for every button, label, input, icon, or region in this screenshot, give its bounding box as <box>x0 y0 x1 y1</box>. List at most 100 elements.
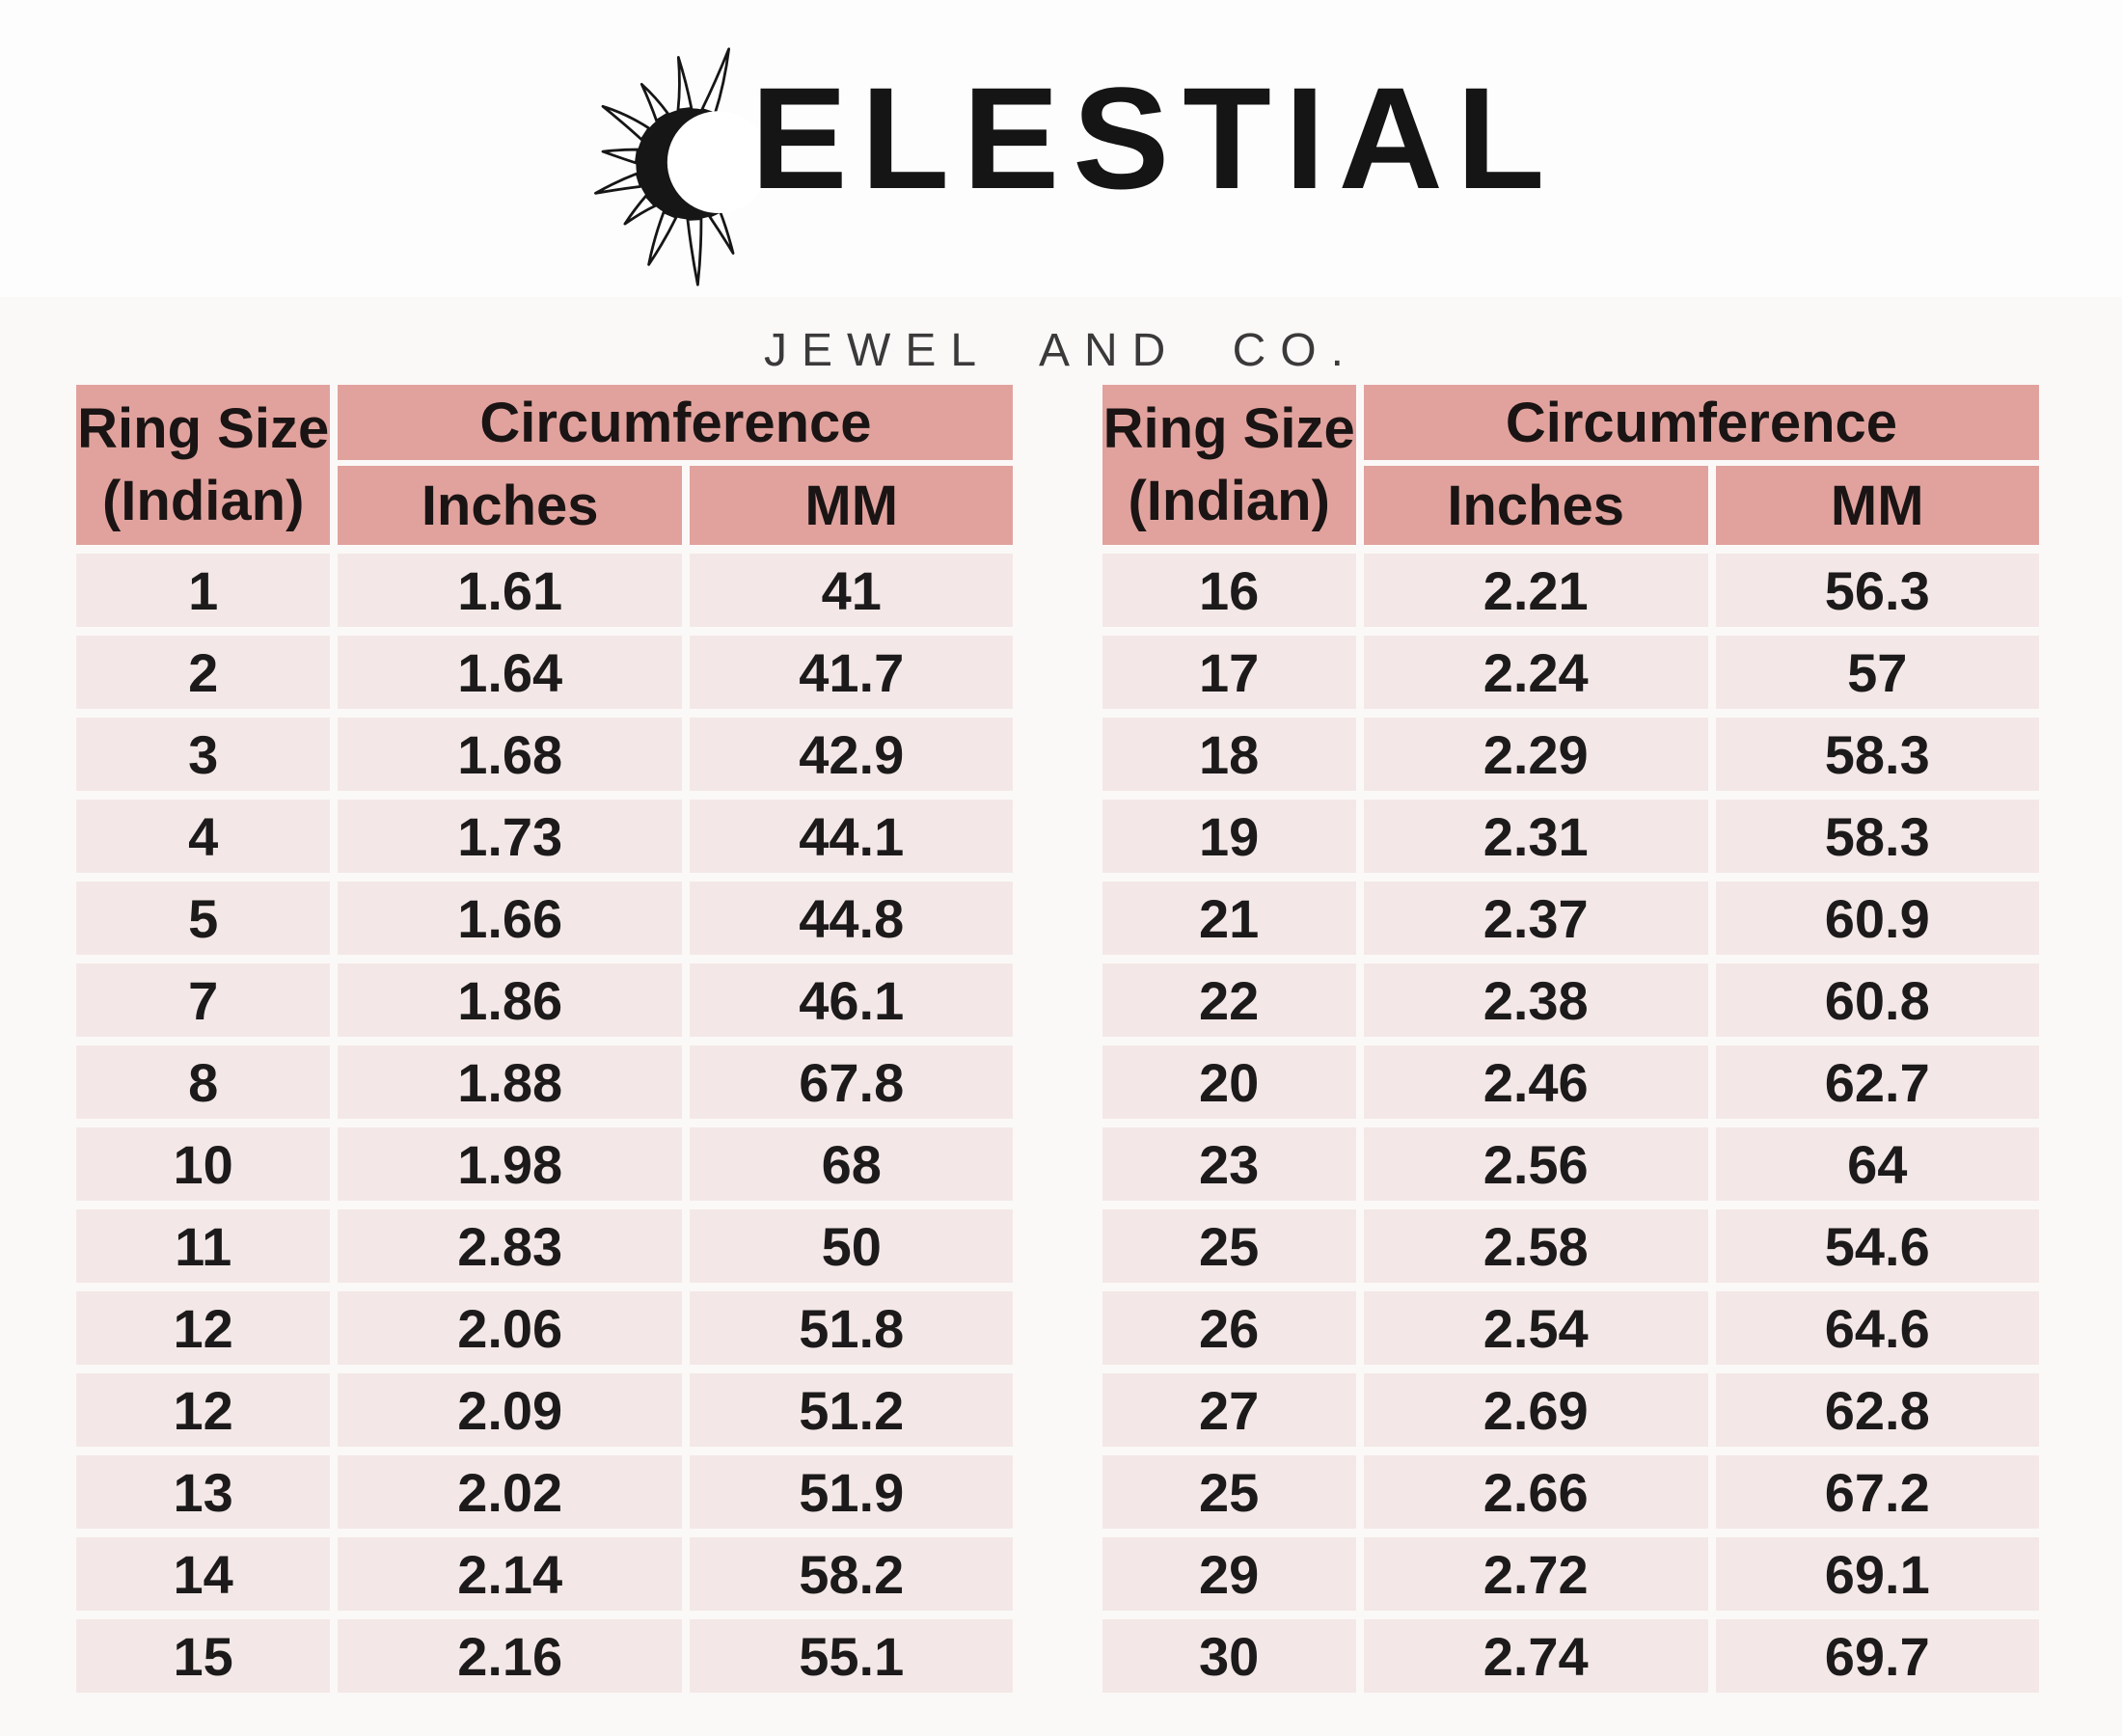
mm-cell: 56.3 <box>1715 554 2039 627</box>
inches-cell: 2.14 <box>338 1537 683 1611</box>
mm-cell: 64.6 <box>1715 1291 2039 1365</box>
mm-cell: 64 <box>1715 1127 2039 1201</box>
table-row: 14 2.14 58.2 <box>76 1537 1014 1611</box>
ring-size-cell: 5 <box>76 882 331 955</box>
ring-size-table-left: Ring Size (Indian) Circumference Inches … <box>76 385 1014 1701</box>
brand-tagline: JEWEL AND CO. <box>764 325 1358 376</box>
ring-size-cell: 23 <box>1102 1127 1356 1201</box>
table-row: 10 1.98 68 <box>76 1127 1014 1201</box>
ring-size-cell: 2 <box>76 636 331 709</box>
inches-cell: 1.64 <box>338 636 683 709</box>
mm-cell: 44.1 <box>690 800 1014 873</box>
inches-cell: 2.16 <box>338 1619 683 1693</box>
table-row: 27 2.69 62.8 <box>1102 1373 2040 1447</box>
table-row: 2 1.64 41.7 <box>76 636 1014 709</box>
ring-size-cell: 29 <box>1102 1537 1356 1611</box>
table-row: 12 2.06 51.8 <box>76 1291 1014 1365</box>
mm-cell: 51.8 <box>690 1291 1014 1365</box>
inches-cell: 2.54 <box>1363 1291 1708 1365</box>
ring-size-cell: 12 <box>76 1291 331 1365</box>
table-row: 22 2.38 60.8 <box>1102 963 2040 1037</box>
inches-cell: 2.72 <box>1363 1537 1708 1611</box>
table-header: Ring Size (Indian) Circumference Inches … <box>76 385 1014 545</box>
ring-size-cell: 15 <box>76 1619 331 1693</box>
ring-size-cell: 19 <box>1102 800 1356 873</box>
table-row: 21 2.37 60.9 <box>1102 882 2040 955</box>
mm-cell: 58.2 <box>690 1537 1014 1611</box>
table-row: 23 2.56 64 <box>1102 1127 2040 1201</box>
ring-size-cell: 21 <box>1102 882 1356 955</box>
inches-cell: 1.73 <box>338 800 683 873</box>
inches-cell: 1.98 <box>338 1127 683 1201</box>
ring-size-cell: 25 <box>1102 1455 1356 1529</box>
ring-size-cell: 27 <box>1102 1373 1356 1447</box>
inches-cell: 2.02 <box>338 1455 683 1529</box>
mm-cell: 62.7 <box>1715 1045 2039 1119</box>
header-inches: Inches <box>338 466 683 545</box>
header-inches: Inches <box>1363 466 1708 545</box>
mm-cell: 46.1 <box>690 963 1014 1037</box>
table-row: 17 2.24 57 <box>1102 636 2040 709</box>
inches-cell: 2.83 <box>338 1209 683 1283</box>
header-circumference: Circumference <box>1363 385 2039 460</box>
brand-wordmark: ELESTIAL <box>750 57 1559 219</box>
mm-cell: 60.8 <box>1715 963 2039 1037</box>
table-row: 30 2.74 69.7 <box>1102 1619 2040 1693</box>
table-row: 3 1.68 42.9 <box>76 718 1014 791</box>
inches-cell: 2.38 <box>1363 963 1708 1037</box>
ring-size-cell: 16 <box>1102 554 1356 627</box>
header-circumference: Circumference <box>338 385 1014 460</box>
table-row: 26 2.54 64.6 <box>1102 1291 2040 1365</box>
mm-cell: 51.2 <box>690 1373 1014 1447</box>
inches-cell: 2.58 <box>1363 1209 1708 1283</box>
header-mm: MM <box>1715 466 2039 545</box>
ring-size-cell: 12 <box>76 1373 331 1447</box>
ring-size-cell: 18 <box>1102 718 1356 791</box>
ring-size-cell: 7 <box>76 963 331 1037</box>
header-ring-size-line2: (Indian) <box>101 470 305 532</box>
ring-size-cell: 1 <box>76 554 331 627</box>
table-row: 15 2.16 55.1 <box>76 1619 1014 1693</box>
mm-cell: 58.3 <box>1715 800 2039 873</box>
ring-size-cell: 13 <box>76 1455 331 1529</box>
ring-size-cell: 26 <box>1102 1291 1356 1365</box>
inches-cell: 2.09 <box>338 1373 683 1447</box>
mm-cell: 67.8 <box>690 1045 1014 1119</box>
mm-cell: 69.1 <box>1715 1537 2039 1611</box>
inches-cell: 1.68 <box>338 718 683 791</box>
inches-cell: 2.69 <box>1363 1373 1708 1447</box>
table-row: 12 2.09 51.2 <box>76 1373 1014 1447</box>
inches-cell: 2.31 <box>1363 800 1708 873</box>
header-ring-size-line2: (Indian) <box>1128 470 1330 532</box>
inches-cell: 1.66 <box>338 882 683 955</box>
ring-size-cell: 17 <box>1102 636 1356 709</box>
ring-size-charts: Ring Size (Indian) Circumference Inches … <box>76 385 2039 1701</box>
table-row: 29 2.72 69.1 <box>1102 1537 2040 1611</box>
header-mm: MM <box>690 466 1014 545</box>
table-row: 25 2.58 54.6 <box>1102 1209 2040 1283</box>
inches-cell: 2.21 <box>1363 554 1708 627</box>
table-row: 1 1.61 41 <box>76 554 1014 627</box>
table-row: 13 2.02 51.9 <box>76 1455 1014 1529</box>
mm-cell: 58.3 <box>1715 718 2039 791</box>
table-row: 20 2.46 62.7 <box>1102 1045 2040 1119</box>
table-row: 16 2.21 56.3 <box>1102 554 2040 627</box>
header-ring-size: Ring Size (Indian) <box>1102 385 1356 545</box>
inches-cell: 1.88 <box>338 1045 683 1119</box>
inches-cell: 2.56 <box>1363 1127 1708 1201</box>
brand-wordmark-row: ELESTIAL <box>563 39 1558 289</box>
ring-size-table-right: Ring Size (Indian) Circumference Inches … <box>1102 385 2040 1701</box>
inches-cell: 2.46 <box>1363 1045 1708 1119</box>
header-ring-size-line1: Ring Size <box>1102 397 1355 460</box>
inches-cell: 2.29 <box>1363 718 1708 791</box>
ring-size-cell: 4 <box>76 800 331 873</box>
ring-size-cell: 8 <box>76 1045 331 1119</box>
table-row: 8 1.88 67.8 <box>76 1045 1014 1119</box>
ring-size-cell: 30 <box>1102 1619 1356 1693</box>
inches-cell: 2.66 <box>1363 1455 1708 1529</box>
inches-cell: 2.74 <box>1363 1619 1708 1693</box>
table-row: 25 2.66 67.2 <box>1102 1455 2040 1529</box>
header-ring-size-line1: Ring Size <box>77 397 330 460</box>
ring-size-cell: 20 <box>1102 1045 1356 1119</box>
mm-cell: 69.7 <box>1715 1619 2039 1693</box>
